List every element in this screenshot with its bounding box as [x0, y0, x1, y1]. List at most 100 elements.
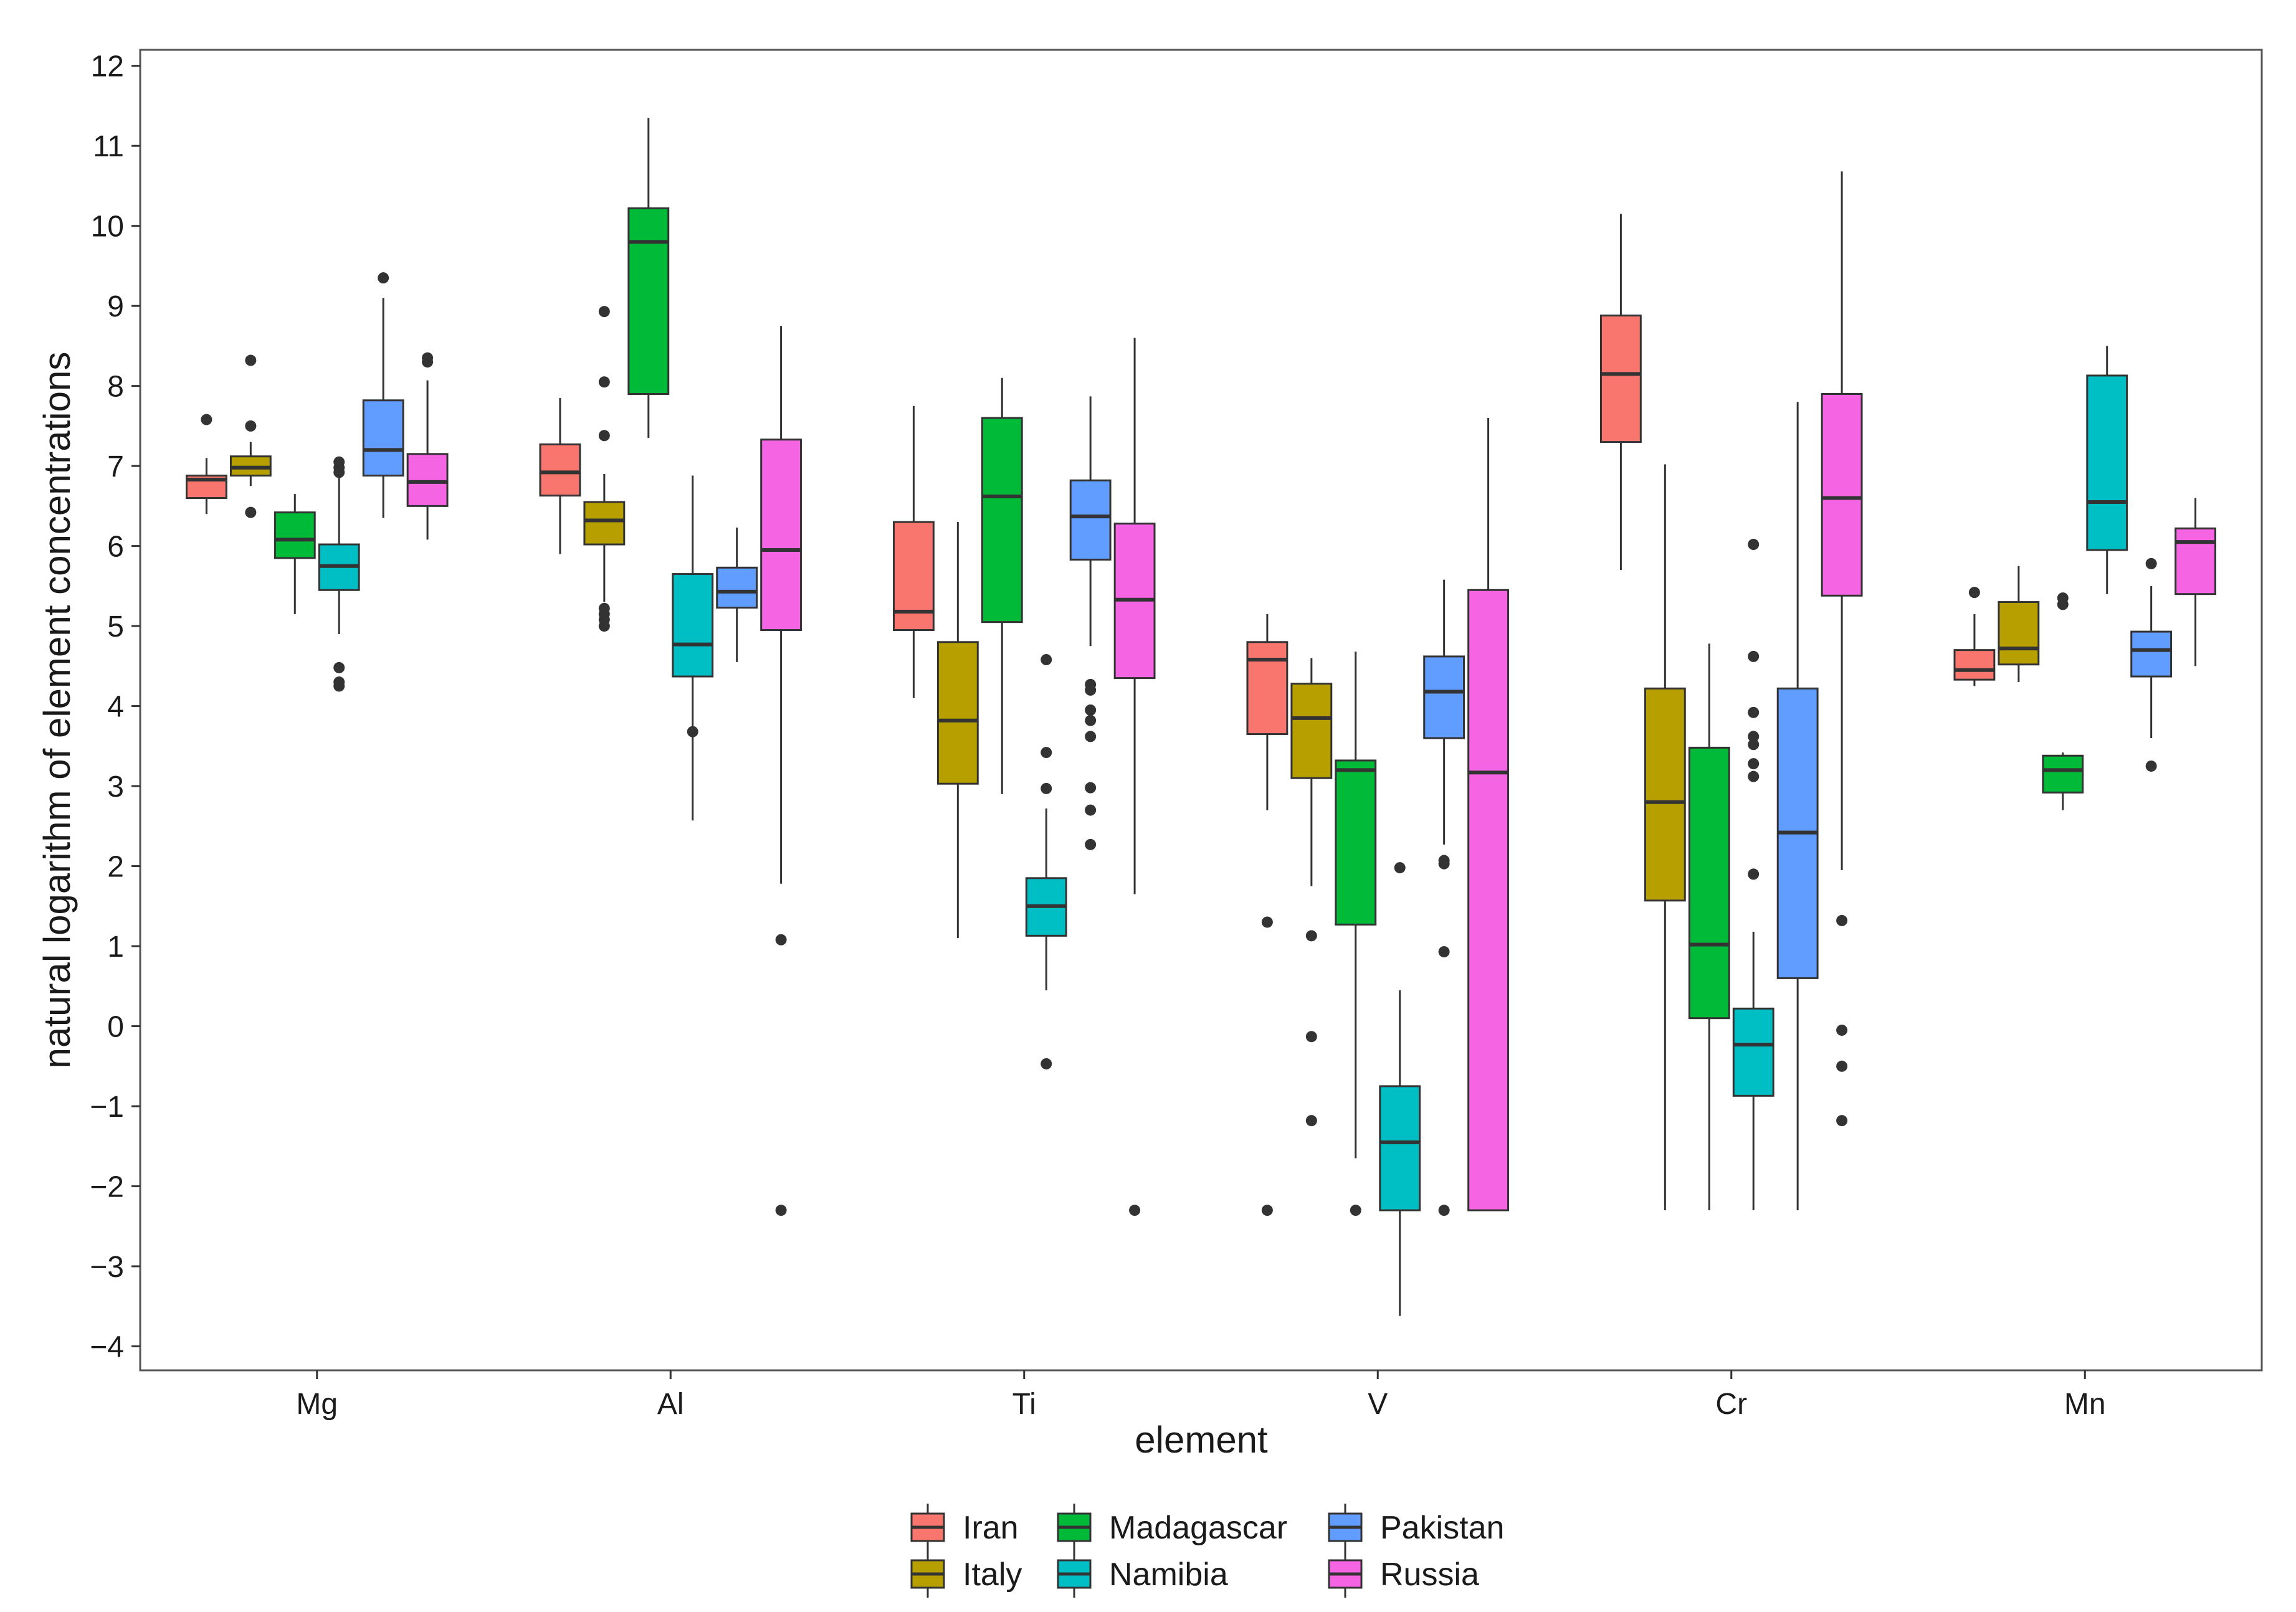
legend-label: Italy [963, 1557, 1022, 1593]
legend: Iran Italy Madagascar Namibia Pakistan Russia [910, 1504, 1504, 1598]
box-madagascar-cr [1688, 643, 1730, 1211]
y-tick-label: 3 [107, 770, 124, 804]
x-tick-label: Mn [2064, 1388, 2106, 1421]
outlier-point [1129, 1205, 1141, 1216]
box-iran-mn [1953, 587, 1996, 686]
outlier-point [1085, 704, 1097, 716]
box-rect [1688, 746, 1730, 1020]
legend-item-madagascar: Madagascar [1057, 1504, 1287, 1551]
box-rect [627, 207, 670, 395]
box-namibia-ti [1025, 654, 1067, 1069]
outlier-point [1041, 747, 1052, 759]
outlier-point [1394, 862, 1406, 874]
y-tick-label: 2 [107, 851, 124, 884]
outlier-point [1085, 838, 1097, 850]
box-russia-cr [1821, 171, 1863, 1127]
box-italy-v [1290, 658, 1333, 1127]
legend-item-iran: Iran [910, 1504, 1019, 1551]
box-rect [1467, 589, 1510, 1211]
outlier-point [687, 726, 698, 737]
box-italy-mg [229, 354, 272, 518]
box-rect [1335, 759, 1377, 926]
outlier-point [775, 934, 787, 946]
outlier-point [1748, 739, 1760, 751]
outlier-point [1261, 1205, 1273, 1216]
outlier-point [598, 620, 610, 632]
outlier-point [1968, 587, 1980, 599]
outlier-point [1305, 1031, 1317, 1043]
x-axis-title: element [1135, 1419, 1268, 1461]
box-rect [2175, 527, 2217, 595]
outlier-point [1085, 782, 1097, 794]
outlier-point [2145, 557, 2157, 569]
box-pakistan-ti [1069, 396, 1112, 850]
box-rect [1732, 1007, 1774, 1097]
legend-label: Namibia [1109, 1557, 1228, 1593]
legend-item-namibia: Namibia [1057, 1550, 1228, 1598]
box-rect [1246, 641, 1289, 736]
outlier-point [1041, 654, 1052, 666]
x-tick-label: Ti [1012, 1388, 1036, 1421]
outlier-point [1041, 782, 1052, 794]
outlier-point [1438, 858, 1450, 870]
outlier-point [1261, 916, 1273, 928]
legend-label: Madagascar [1109, 1510, 1287, 1546]
outlier-point [1085, 804, 1097, 816]
legend-item-italy: Italy [910, 1550, 1022, 1598]
box-namibia-mn [2086, 346, 2128, 594]
box-rect [672, 573, 714, 678]
outlier-point [1836, 1115, 1848, 1127]
box-rect [1290, 683, 1333, 779]
y-tick-label: 10 [91, 211, 124, 244]
box-russia-mg [406, 352, 449, 540]
y-tick-label: 12 [91, 50, 124, 83]
box-rect [760, 439, 803, 632]
outlier-point [1836, 1024, 1848, 1036]
outlier-point [598, 306, 610, 318]
box-rect [1953, 649, 1996, 681]
box-rect [2086, 374, 2128, 551]
outlier-point [1305, 1115, 1317, 1127]
box-italy-mn [1998, 566, 2040, 683]
box-madagascar-mg [274, 494, 316, 614]
box-rect [716, 566, 758, 609]
outlier-point [245, 506, 257, 518]
legend-label: Pakistan [1380, 1510, 1504, 1546]
outlier-point [1438, 946, 1450, 958]
box-rect [1069, 479, 1112, 561]
box-rect [583, 501, 626, 546]
box-rect [2130, 630, 2173, 678]
box-rect [2042, 754, 2084, 794]
y-axis-title: natural logarithm of element concentrati… [36, 352, 78, 1069]
box-rect [362, 399, 404, 477]
box-namibia-al [672, 475, 714, 821]
plot-panel [139, 49, 2263, 1372]
outlier-point [598, 376, 610, 388]
box-iran-v [1246, 614, 1289, 1216]
legend-label: Iran [963, 1510, 1019, 1546]
box-rect [1821, 392, 1863, 597]
box-rect [406, 453, 449, 507]
box-iran-al [539, 397, 581, 554]
y-tick-label: 8 [107, 371, 124, 404]
box-rect [1644, 687, 1686, 902]
outlier-point [1748, 706, 1760, 718]
outlier-point [1836, 914, 1848, 926]
box-rect [936, 641, 979, 785]
outlier-point [1748, 868, 1760, 880]
box-russia-ti [1113, 338, 1156, 1216]
outlier-point [1748, 731, 1760, 742]
x-axis: Mg Al Ti V Cr Mn [296, 1370, 2106, 1421]
box-iran-ti [892, 405, 935, 698]
outlier-point [1085, 714, 1097, 726]
outlier-point [775, 1205, 787, 1216]
y-tick-label: 7 [107, 450, 124, 483]
outlier-point [1438, 1205, 1450, 1216]
box-pakistan-cr [1776, 402, 1819, 1211]
box-pakistan-v [1423, 579, 1465, 1216]
box-rect [274, 511, 316, 559]
y-tick-label: −3 [90, 1251, 124, 1284]
outlier-point [1748, 758, 1760, 770]
